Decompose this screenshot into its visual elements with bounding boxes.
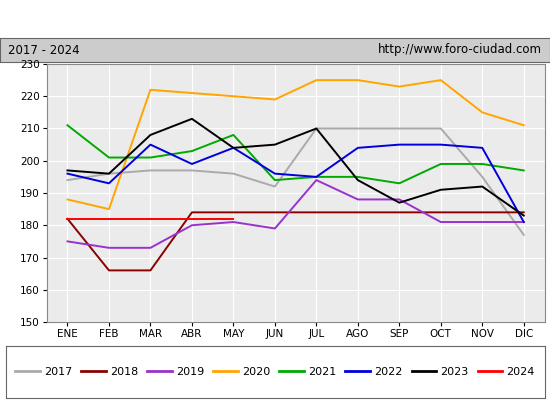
Text: Evolucion del paro registrado en Rioja: Evolucion del paro registrado en Rioja xyxy=(122,12,428,26)
Legend: 2017, 2018, 2019, 2020, 2021, 2022, 2023, 2024: 2017, 2018, 2019, 2020, 2021, 2022, 2023… xyxy=(11,362,539,382)
Text: 2017 - 2024: 2017 - 2024 xyxy=(8,44,80,56)
Text: http://www.foro-ciudad.com: http://www.foro-ciudad.com xyxy=(378,44,542,56)
